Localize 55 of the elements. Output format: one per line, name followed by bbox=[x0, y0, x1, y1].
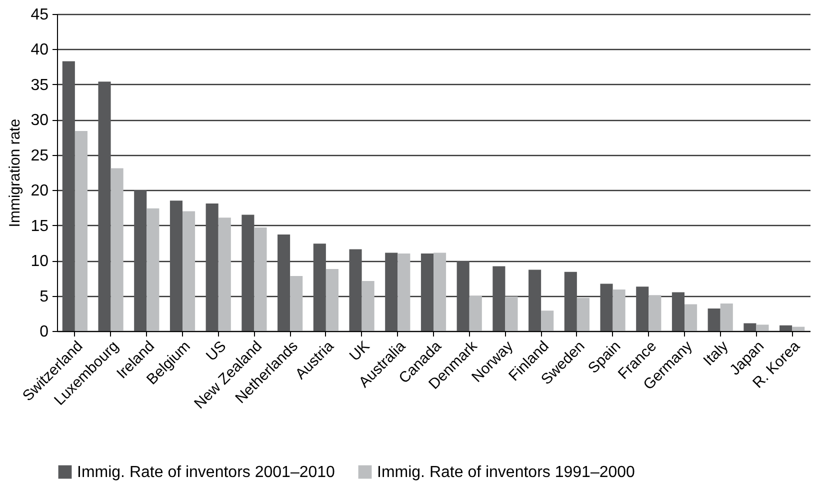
y-axis-title: Immigration rate bbox=[6, 118, 24, 228]
legend-label: Immig. Rate of inventors 1991–2000 bbox=[377, 464, 636, 481]
bar bbox=[576, 298, 590, 331]
y-tick-label: 35 bbox=[30, 76, 49, 94]
bar bbox=[672, 292, 684, 331]
bar bbox=[756, 324, 769, 331]
bar bbox=[528, 270, 542, 331]
bar bbox=[708, 308, 720, 331]
y-tick-label: 25 bbox=[30, 147, 49, 164]
bar bbox=[744, 323, 756, 331]
bar bbox=[456, 261, 470, 331]
bar bbox=[648, 295, 662, 331]
bar bbox=[110, 168, 124, 331]
bar bbox=[612, 289, 626, 331]
bar bbox=[62, 61, 75, 331]
bar bbox=[541, 310, 554, 331]
bar bbox=[170, 200, 182, 331]
bar bbox=[420, 254, 434, 331]
bar bbox=[792, 326, 805, 331]
bar bbox=[684, 304, 698, 331]
bar bbox=[182, 211, 196, 331]
bar bbox=[206, 203, 218, 331]
bar bbox=[326, 269, 338, 331]
bar bbox=[290, 276, 303, 331]
bar bbox=[492, 266, 506, 331]
bar bbox=[98, 82, 111, 331]
bar bbox=[313, 244, 326, 331]
bar bbox=[434, 252, 446, 331]
y-tick-label: 15 bbox=[30, 218, 49, 235]
y-tick-label: 45 bbox=[30, 6, 49, 24]
bar bbox=[505, 296, 518, 331]
bar bbox=[720, 304, 733, 331]
bar bbox=[636, 286, 649, 331]
bar bbox=[254, 227, 267, 331]
y-tick-label: 30 bbox=[30, 112, 49, 130]
y-tick-label: 20 bbox=[30, 182, 49, 200]
bar bbox=[74, 130, 88, 331]
bar bbox=[385, 252, 398, 331]
bar bbox=[134, 190, 147, 331]
y-tick-label: 40 bbox=[30, 42, 49, 59]
bar bbox=[146, 208, 160, 331]
bar bbox=[218, 218, 231, 331]
y-tick-label: 0 bbox=[40, 324, 49, 340]
bar bbox=[469, 296, 482, 331]
bar bbox=[780, 325, 792, 331]
bar bbox=[564, 272, 577, 331]
y-tick-label: 5 bbox=[40, 288, 49, 306]
bar bbox=[278, 234, 290, 331]
bar bbox=[398, 254, 410, 331]
bar bbox=[242, 214, 254, 331]
legend-label: Immig. Rate of inventors 2001–2010 bbox=[77, 464, 336, 481]
bar bbox=[600, 284, 613, 331]
bar bbox=[362, 280, 374, 331]
y-tick-label: 10 bbox=[30, 253, 49, 270]
bar bbox=[349, 249, 362, 331]
